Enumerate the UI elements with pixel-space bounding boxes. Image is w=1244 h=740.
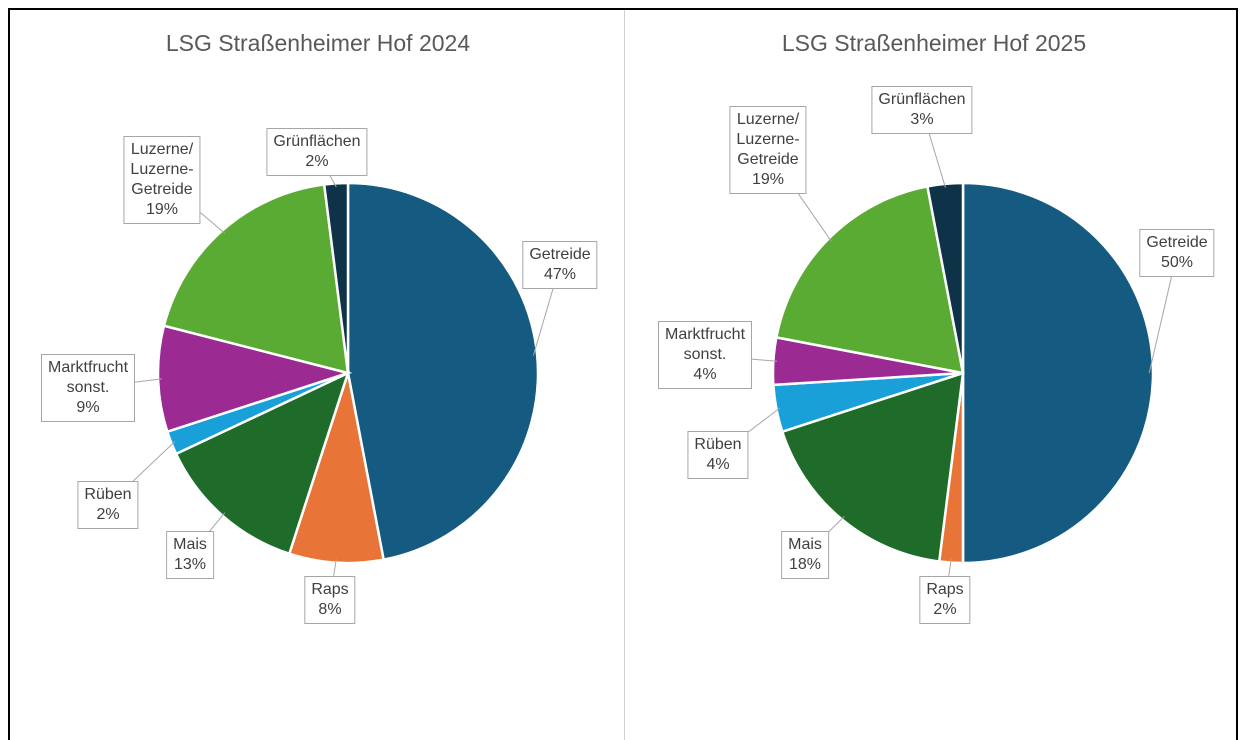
label-category: Grünflächen — [273, 133, 361, 150]
label-value: 50% — [1160, 254, 1194, 271]
label-value: 4% — [706, 456, 730, 473]
label-category: Mais — [788, 536, 822, 553]
pie-slice — [162, 183, 350, 375]
data-label: Luzerne/ Luzerne-Getreide 19% — [729, 106, 807, 194]
label-category: Raps — [926, 581, 964, 598]
data-label: Marktfrucht sonst. 9% — [40, 354, 136, 422]
divider — [624, 10, 625, 740]
label-value: 9% — [76, 399, 100, 416]
pie-slice — [322, 181, 350, 374]
label-category: Luzerne/ Luzerne-Getreide — [130, 141, 194, 198]
label-value: 2% — [933, 601, 957, 618]
data-label: Marktfrucht sonst. 4% — [657, 321, 753, 389]
label-value: 13% — [173, 556, 207, 573]
label-category: Luzerne/ Luzerne-Getreide — [736, 111, 800, 168]
label-category: Getreide — [1146, 234, 1208, 251]
pie-slice — [774, 184, 965, 375]
label-category: Rüben — [694, 436, 742, 453]
label-value: 2% — [96, 506, 120, 523]
label-value: 47% — [543, 266, 577, 283]
label-category: Marktfrucht sonst. — [664, 326, 746, 363]
data-label: Grünflächen 2% — [266, 128, 368, 176]
label-category: Marktfrucht sonst. — [47, 359, 129, 396]
data-label: Getreide 50% — [1139, 229, 1215, 277]
pie-slice — [925, 181, 965, 374]
data-label: Rüben 4% — [687, 431, 749, 479]
data-label: Getreide 47% — [522, 241, 598, 289]
label-category: Rüben — [84, 486, 132, 503]
pie-slice — [961, 181, 1155, 565]
label-value: 19% — [751, 171, 785, 188]
data-label: Grünflächen 3% — [871, 86, 973, 134]
data-label: Raps 8% — [304, 576, 356, 624]
data-label: Luzerne/ Luzerne-Getreide 19% — [123, 136, 201, 224]
label-category: Getreide — [529, 246, 591, 263]
label-category: Mais — [173, 536, 207, 553]
label-value: 4% — [693, 366, 717, 383]
label-value: 18% — [788, 556, 822, 573]
data-label: Mais 18% — [781, 531, 829, 579]
pie-slice — [346, 181, 540, 562]
chart-title: LSG Straßenheimer Hof 2025 — [781, 30, 1087, 56]
label-value: 3% — [910, 111, 934, 128]
label-value: 19% — [145, 201, 179, 218]
label-value: 2% — [305, 153, 329, 170]
data-label: Rüben 2% — [77, 481, 139, 529]
data-label: Mais 13% — [166, 531, 214, 579]
label-category: Raps — [311, 581, 349, 598]
label-value: 8% — [318, 601, 342, 618]
label-category: Grünflächen — [878, 91, 966, 108]
chart-title: LSG Straßenheimer Hof 2024 — [165, 30, 471, 56]
data-label: Raps 2% — [919, 576, 971, 624]
frame — [8, 8, 1238, 740]
